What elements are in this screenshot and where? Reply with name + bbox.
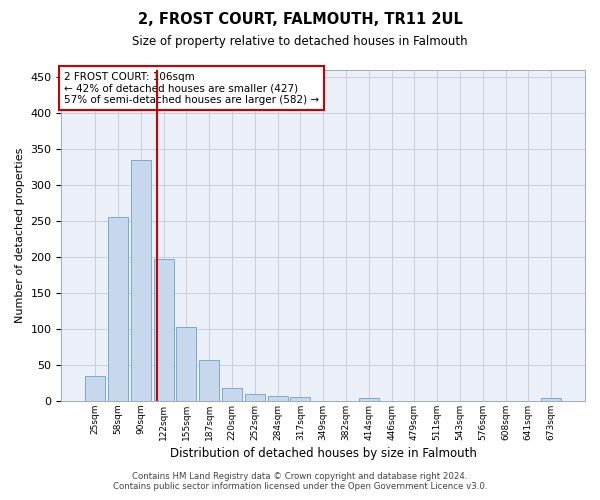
Text: 2 FROST COURT: 106sqm
← 42% of detached houses are smaller (427)
57% of semi-det: 2 FROST COURT: 106sqm ← 42% of detached … — [64, 72, 319, 105]
Bar — [108, 218, 128, 401]
Text: Size of property relative to detached houses in Falmouth: Size of property relative to detached ho… — [132, 35, 468, 48]
Bar — [154, 259, 173, 401]
X-axis label: Distribution of detached houses by size in Falmouth: Distribution of detached houses by size … — [170, 447, 476, 460]
Y-axis label: Number of detached properties: Number of detached properties — [15, 148, 25, 323]
Bar — [199, 360, 219, 401]
Bar — [268, 396, 287, 401]
Bar — [290, 398, 310, 401]
Bar — [245, 394, 265, 401]
Bar — [85, 376, 105, 401]
Bar — [359, 398, 379, 401]
Text: 2, FROST COURT, FALMOUTH, TR11 2UL: 2, FROST COURT, FALMOUTH, TR11 2UL — [137, 12, 463, 28]
Bar — [176, 327, 196, 401]
Bar — [222, 388, 242, 401]
Bar — [541, 398, 561, 401]
Bar — [131, 160, 151, 401]
Text: Contains HM Land Registry data © Crown copyright and database right 2024.
Contai: Contains HM Land Registry data © Crown c… — [113, 472, 487, 491]
